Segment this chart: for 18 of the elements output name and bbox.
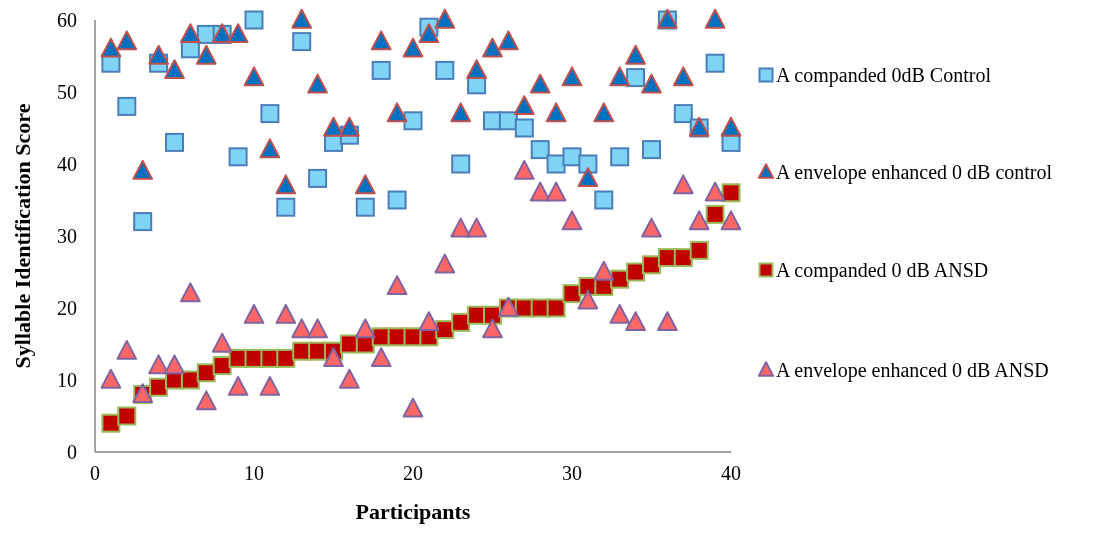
x-tick-label: 20 [403, 462, 423, 484]
x-tick-label: 0 [90, 462, 100, 484]
x-tick-label: 10 [244, 462, 264, 484]
y-tick-label: 0 [67, 441, 77, 463]
y-tick-label: 30 [57, 225, 77, 247]
legend-label: A envelope enhanced 0 dB control [776, 161, 1053, 184]
legend-label: A envelope enhanced 0 dB ANSD [776, 359, 1049, 382]
y-tick-label: 10 [57, 369, 77, 391]
x-axis-title: Participants [355, 499, 471, 524]
y-tick-label: 50 [57, 81, 77, 103]
y-tick-label: 40 [57, 153, 77, 175]
legend-label: A companded 0dB Control [776, 64, 992, 87]
y-axis-title: Syllable Identification Score [10, 103, 35, 369]
x-tick-label: 30 [562, 462, 582, 484]
y-tick-label: 60 [57, 9, 77, 31]
x-tick-label: 40 [721, 462, 741, 484]
y-tick-label: 20 [57, 297, 77, 319]
legend-label: A companded 0 dB ANSD [776, 259, 989, 282]
